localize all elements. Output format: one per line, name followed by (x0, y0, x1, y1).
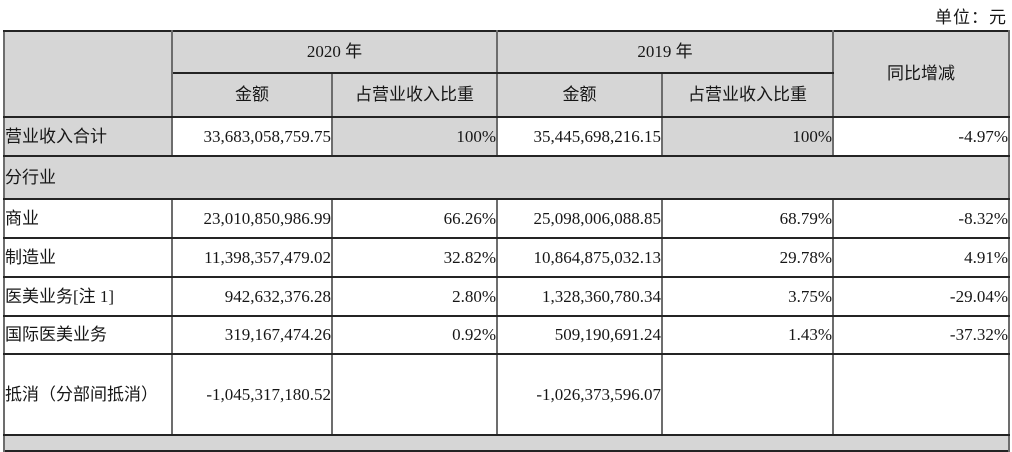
amount-2020: 319,167,474.26 (171, 315, 333, 355)
share-2020-header: 占营业收入比重 (331, 72, 498, 118)
row-label: 商业 (3, 198, 173, 239)
yoy-change (832, 353, 1010, 436)
yoy-change: -37.32% (832, 315, 1010, 355)
corner-cell (3, 30, 173, 118)
share-2019: 1.43% (661, 315, 834, 355)
row-label: 国际医美业务 (3, 315, 173, 355)
unit-label: 单位：元 (935, 8, 1007, 27)
clipped-section-cell (3, 434, 1010, 451)
row-commerce: 商业 23,010,850,986.99 66.26% 25,098,006,0… (3, 198, 1010, 239)
amount-2020-header: 金额 (171, 72, 333, 118)
yoy-change: -4.97% (832, 116, 1010, 157)
row-section-by-industry: 分行业 (3, 155, 1010, 200)
row-manufacturing: 制造业 11,398,357,479.02 32.82% 10,864,875,… (3, 237, 1010, 278)
row-elimination: 抵消（分部间抵消） -1,045,317,180.52 -1,026,373,5… (3, 353, 1010, 436)
header-row-years: 2020 年 2019 年 同比增减 (3, 30, 1010, 118)
row-intl-medical-aesthetics: 国际医美业务 319,167,474.26 0.92% 509,190,691.… (3, 315, 1010, 355)
amount-2019: 1,328,360,780.34 (496, 276, 663, 317)
amount-2019: -1,026,373,596.07 (496, 353, 663, 436)
amount-2020: 33,683,058,759.75 (171, 116, 333, 157)
yoy-change: 4.91% (832, 237, 1010, 278)
share-2019: 3.75% (661, 276, 834, 317)
col-group-2020: 2020 年 (171, 30, 498, 74)
row-label: 医美业务[注 1] (3, 276, 173, 317)
yoy-change: -29.04% (832, 276, 1010, 317)
share-2019 (661, 353, 834, 436)
amount-2019: 10,864,875,032.13 (496, 237, 663, 278)
share-2020 (331, 353, 498, 436)
yoy-change: -8.32% (832, 198, 1010, 239)
share-2020: 32.82% (331, 237, 498, 278)
share-2019: 68.79% (661, 198, 834, 239)
amount-2019: 25,098,006,088.85 (496, 198, 663, 239)
row-label: 抵消（分部间抵消） (3, 353, 173, 436)
amount-2020: 942,632,376.28 (171, 276, 333, 317)
share-2019: 100% (661, 116, 834, 157)
share-2020: 66.26% (331, 198, 498, 239)
amount-2020: 23,010,850,986.99 (171, 198, 333, 239)
row-label: 制造业 (3, 237, 173, 278)
share-2020: 0.92% (331, 315, 498, 355)
share-2019-header: 占营业收入比重 (661, 72, 834, 118)
row-next-section-clipped (3, 434, 1010, 451)
share-2020: 2.80% (331, 276, 498, 317)
row-label: 营业收入合计 (3, 116, 173, 157)
amount-2019: 509,190,691.24 (496, 315, 663, 355)
share-2020: 100% (331, 116, 498, 157)
row-total-revenue: 营业收入合计 33,683,058,759.75 100% 35,445,698… (3, 116, 1010, 157)
share-2019: 29.78% (661, 237, 834, 278)
section-label: 分行业 (3, 155, 1010, 200)
header-row-measures: 金额 占营业收入比重 金额 占营业收入比重 (4, 72, 1009, 118)
col-group-2019: 2019 年 (496, 30, 834, 74)
row-medical-aesthetics: 医美业务[注 1] 942,632,376.28 2.80% 1,328,360… (3, 276, 1010, 317)
amount-2020: 11,398,357,479.02 (171, 237, 333, 278)
amount-2019-header: 金额 (496, 72, 663, 118)
revenue-by-segment-table: 2020 年 2019 年 同比增减 金额 占营业收入比重 金额 占营业收入比重… (3, 30, 1010, 452)
amount-2019: 35,445,698,216.15 (496, 116, 663, 157)
yoy-header-cell: 同比增减 (832, 30, 1010, 118)
amount-2020: -1,045,317,180.52 (171, 353, 333, 436)
